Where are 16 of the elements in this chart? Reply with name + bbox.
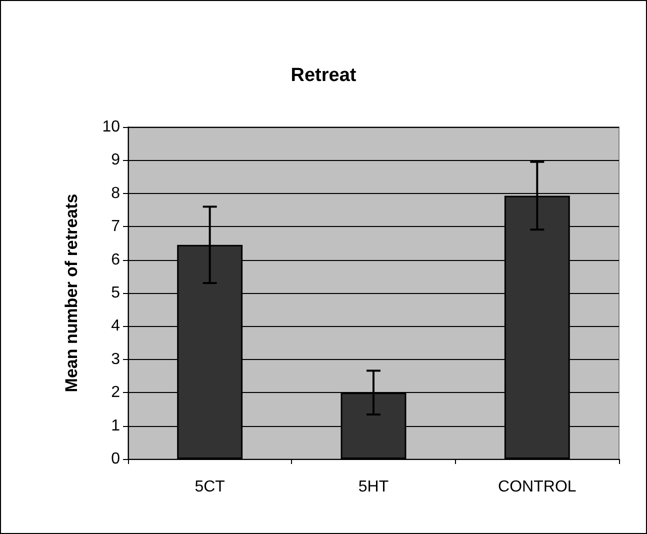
x-tick-label: 5HT: [358, 478, 389, 496]
y-tick-label: 3: [111, 350, 120, 368]
y-tick-label: 7: [111, 218, 120, 236]
x-tick-label: 5CT: [194, 478, 226, 496]
y-tick-label: 2: [111, 384, 120, 402]
y-tick-label: 0: [111, 450, 120, 468]
y-tick-label: 10: [102, 118, 120, 136]
y-tick-label: 1: [111, 417, 120, 434]
y-tick-label: 4: [111, 318, 120, 335]
x-tick-label: CONTROL: [498, 478, 576, 496]
y-tick-label: 9: [111, 152, 120, 169]
y-tick-label: 8: [111, 184, 120, 202]
y-tick-label: 6: [111, 251, 120, 268]
y-tick-label: 5: [111, 284, 120, 302]
chart-title: Retreat: [290, 65, 357, 86]
y-axis-title: Mean number of retreats: [62, 194, 81, 392]
